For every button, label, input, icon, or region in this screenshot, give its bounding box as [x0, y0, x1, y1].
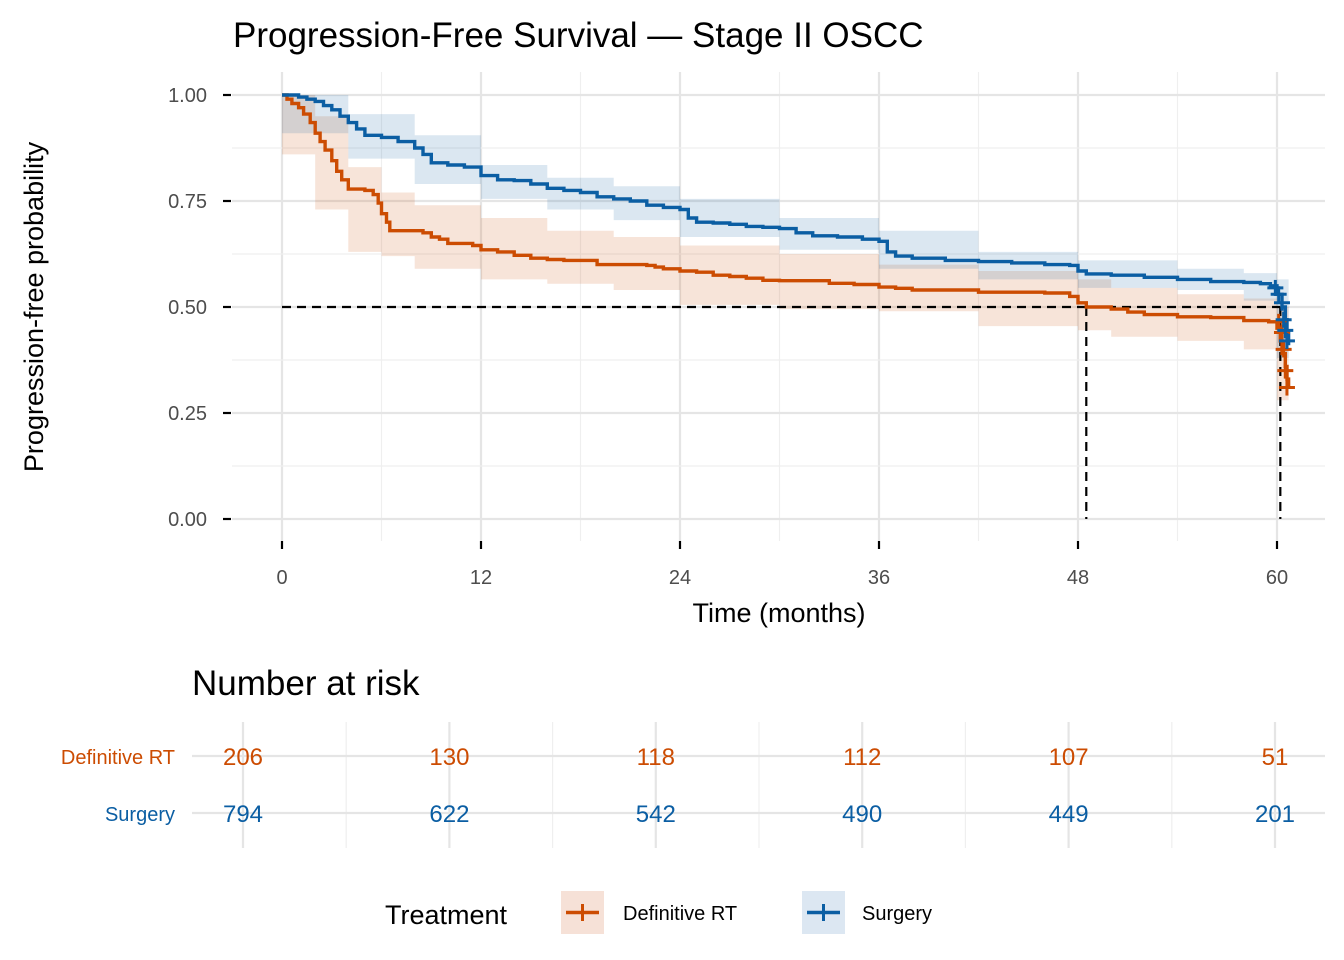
y-axis-title: Progression-free probability	[19, 141, 49, 472]
x-tick-label: 12	[470, 567, 492, 589]
x-tick-label: 36	[868, 567, 890, 589]
censor-mark-surgery	[1277, 322, 1294, 339]
y-tick-label: 0.00	[168, 509, 207, 531]
legend: Treatment Definitive RT Surgery	[385, 891, 932, 934]
risk-count: 112	[843, 744, 881, 771]
risk-row-label: Surgery	[105, 804, 175, 826]
ci-band-surgery	[282, 95, 1289, 358]
x-tick-label: 60	[1266, 567, 1288, 589]
risk-table-grid	[192, 722, 1325, 848]
risk-count: 449	[1049, 801, 1089, 828]
risk-count: 206	[223, 744, 263, 771]
risk-count: 118	[637, 744, 675, 771]
ci-band-definitive-rt	[282, 95, 1289, 401]
censor-mark-surgery	[1273, 294, 1290, 311]
legend-title: Treatment	[385, 900, 508, 930]
confidence-bands	[282, 95, 1289, 401]
risk-count: 490	[842, 801, 882, 828]
censor-mark-surgery	[1270, 286, 1287, 303]
censor-mark-definitive-rt	[1277, 362, 1294, 379]
chart-title: Progression-Free Survival — Stage II OSC…	[233, 16, 924, 55]
risk-count: 201	[1255, 801, 1295, 828]
y-tick-label: 0.25	[168, 403, 207, 425]
risk-count: 794	[223, 801, 263, 828]
censor-mark-definitive-rt	[1278, 379, 1295, 396]
y-tick-label: 0.75	[168, 191, 207, 213]
censor-mark-surgery	[1275, 311, 1292, 328]
risk-table: Definitive RT 206 130 118 112 107 51 Surgery 794…	[61, 744, 1295, 828]
legend-entry: Surgery	[802, 891, 932, 934]
risk-count: 107	[1049, 744, 1089, 771]
survival-curves	[282, 93, 1291, 388]
y-axis: 0.00 0.25 0.50 0.75 1.00	[168, 85, 231, 531]
plot-grid	[232, 72, 1325, 541]
curve-definitive-rt	[282, 93, 1291, 388]
x-tick-label: 24	[669, 567, 691, 589]
curve-surgery	[282, 93, 1291, 346]
legend-label: Surgery	[862, 903, 932, 925]
x-axis: 0 12 24 36 48 60	[276, 541, 1288, 589]
legend-label: Definitive RT	[623, 903, 737, 925]
y-tick-label: 0.50	[168, 297, 207, 319]
risk-count: 51	[1262, 744, 1289, 771]
risk-row-label: Definitive RT	[61, 747, 175, 769]
y-tick-label: 1.00	[168, 85, 207, 107]
legend-entry: Definitive RT	[561, 891, 737, 934]
censor-mark-definitive-rt	[1275, 341, 1292, 358]
x-tick-label: 0	[276, 567, 287, 589]
x-axis-title: Time (months)	[692, 598, 865, 628]
risk-count: 130	[429, 744, 469, 771]
risk-table-title: Number at risk	[192, 664, 420, 703]
censor-marks	[1267, 279, 1295, 396]
risk-count: 622	[429, 801, 469, 828]
x-tick-label: 48	[1067, 567, 1089, 589]
censor-mark-definitive-rt	[1273, 324, 1290, 341]
censor-mark-surgery	[1278, 332, 1295, 349]
risk-count: 542	[636, 801, 676, 828]
